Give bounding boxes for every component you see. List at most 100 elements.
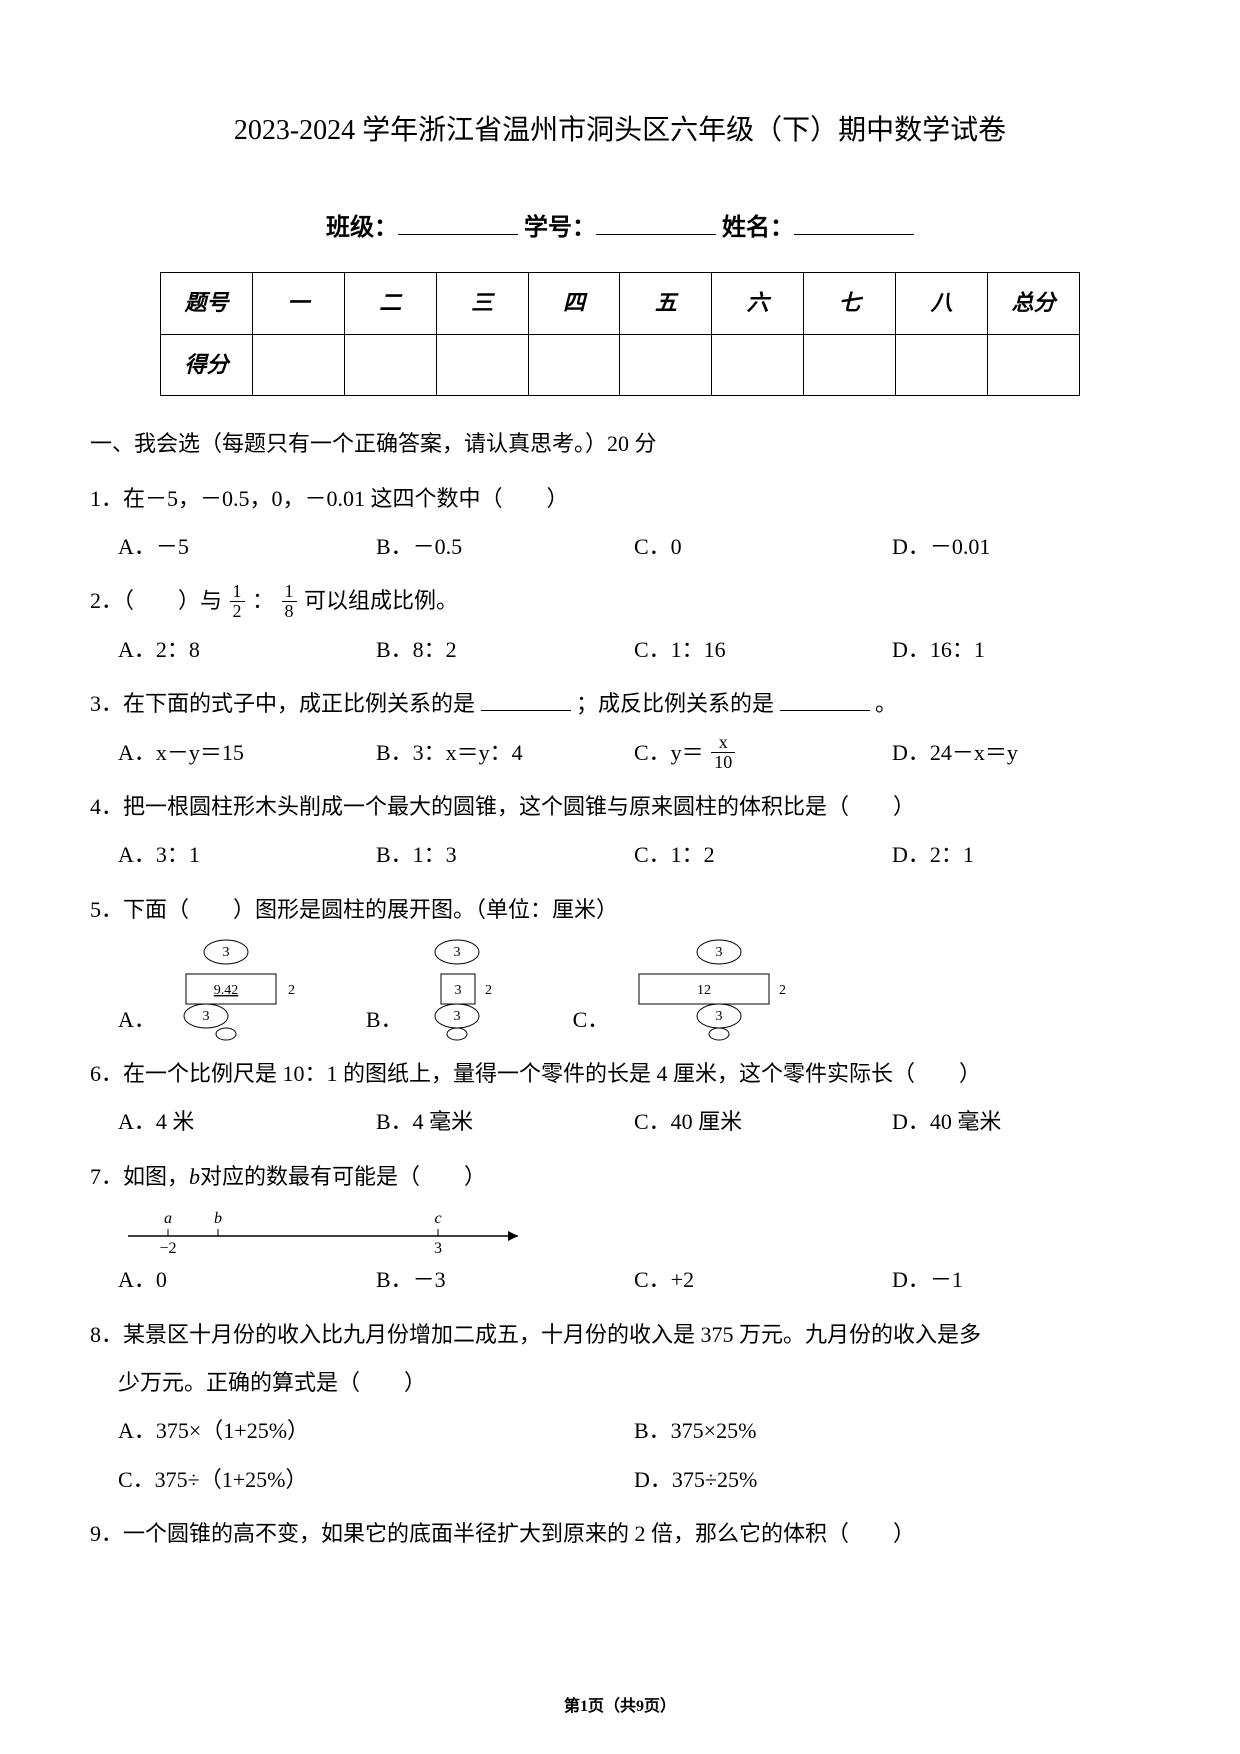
q2-prefix: 2．（ ）与 [90,588,222,613]
q7-optD[interactable]: D．－1 [892,1256,1150,1304]
blank-cell[interactable] [528,334,620,395]
q2-optA[interactable]: A．2：8 [118,626,376,674]
id-label: 学号： [524,215,596,241]
frac-num: 1 [230,582,245,602]
page-title: 2023-2024 学年浙江省温州市洞头区六年级（下）期中数学试卷 [90,100,1150,162]
figB-label: B． [366,996,403,1044]
th-2: 二 [344,273,436,334]
svg-text:2: 2 [779,983,786,998]
q7-optC[interactable]: C．+2 [634,1256,892,1304]
figC-label: C． [573,996,610,1044]
id-blank[interactable] [596,210,716,235]
q8-optA[interactable]: A．375×（1+25%） [118,1407,634,1455]
q1-optA[interactable]: A．－5 [118,523,376,571]
q6-optD[interactable]: D．40 毫米 [892,1098,1150,1146]
q3-suffix: 。 [875,691,897,716]
blank-cell[interactable] [712,334,804,395]
q8-optB[interactable]: B．375×25% [634,1407,1150,1455]
q6-stem: 6．在一个比例尺是 10：1 的图纸上，量得一个零件的长是 4 厘米，这个零件实… [90,1050,1150,1098]
q4-optB[interactable]: B．1：3 [376,831,634,879]
q4-optA[interactable]: A．3：1 [118,831,376,879]
q7-prefix: 7．如图， [90,1164,189,1189]
th-7: 七 [804,273,896,334]
q2-stem: 2．（ ）与 1 2 ： 1 8 可以组成比例。 [90,577,1150,625]
q2-optD[interactable]: D．16：1 [892,626,1150,674]
q3: 3．在下面的式子中，成正比例关系的是 ；成反比例关系的是 。 A．x－y＝15 … [90,680,1150,777]
q3-mid: ；成反比例关系的是 [576,691,774,716]
q2: 2．（ ）与 1 2 ： 1 8 可以组成比例。 A．2：8 B．8：2 C．1… [90,577,1150,674]
q5-stem: 5．下面（ ）图形是圆柱的展开图。（单位：厘米） [90,886,1150,934]
q1-optC[interactable]: C．0 [634,523,892,571]
q7-suffix: 对应的数最有可能是（ ） [200,1164,486,1189]
q8-stem2: 少万元。正确的算式是（ ） [90,1359,1150,1407]
cylinder-net-icon: 3 9.42 2 3 [166,934,306,1044]
q8-optC[interactable]: C．375÷（1+25%） [118,1456,634,1504]
th-8: 八 [896,273,988,334]
q3-blank1[interactable] [481,693,571,712]
q3-optA[interactable]: A．x－y＝15 [118,729,376,777]
frac-den: 8 [282,602,297,621]
svg-text:3: 3 [222,945,229,960]
q3-optB[interactable]: B．3：x＝y：4 [376,729,634,777]
q7-stem: 7．如图，b对应的数最有可能是（ ） [90,1153,1150,1201]
blank-cell[interactable] [896,334,988,395]
svg-text:b: b [214,1210,222,1227]
q2-mid: ： [252,588,274,613]
svg-text:3: 3 [716,1009,723,1024]
frac-x10: x 10 [711,733,735,772]
svg-text:3: 3 [434,1240,442,1256]
q5-figA[interactable]: A． 3 9.42 2 3 [118,934,306,1044]
th-9: 总分 [988,273,1080,334]
q6-optC[interactable]: C．40 厘米 [634,1098,892,1146]
th-4: 四 [528,273,620,334]
name-label: 姓名： [722,215,794,241]
q8-optD[interactable]: D．375÷25% [634,1456,1150,1504]
q9: 9．一个圆锥的高不变，如果它的底面半径扩大到原来的 2 倍，那么它的体积（ ） [90,1510,1150,1558]
class-blank[interactable] [398,210,518,235]
q2-optC[interactable]: C．1：16 [634,626,892,674]
q6-optA[interactable]: A．4 米 [118,1098,376,1146]
q7-numberline: a −2 b c 3 [90,1201,1150,1256]
blank-cell[interactable] [252,334,344,395]
frac-num: 1 [282,582,297,602]
q5-figC[interactable]: C． 3 12 2 3 [573,934,800,1044]
q2-optB[interactable]: B．8：2 [376,626,634,674]
q4-optC[interactable]: C．1：2 [634,831,892,879]
th-6: 六 [712,273,804,334]
blank-cell[interactable] [620,334,712,395]
q7-var: b [189,1164,200,1189]
q3-blank2[interactable] [780,693,870,712]
svg-text:2: 2 [485,983,492,998]
q1-optD[interactable]: D．－0.01 [892,523,1150,571]
q6: 6．在一个比例尺是 10：1 的图纸上，量得一个零件的长是 4 厘米，这个零件实… [90,1050,1150,1147]
blank-cell[interactable] [436,334,528,395]
q3-prefix: 3．在下面的式子中，成正比例关系的是 [90,691,475,716]
svg-text:3: 3 [716,945,723,960]
q1-optB[interactable]: B．－0.5 [376,523,634,571]
q1-stem: 1．在－5，－0.5，0，－0.01 这四个数中（ ） [90,475,1150,523]
number-line-icon: a −2 b c 3 [118,1201,538,1256]
svg-text:2: 2 [288,983,295,998]
svg-text:a: a [164,1210,172,1227]
q5-figB[interactable]: B． 3 3 2 3 [366,934,513,1044]
name-blank[interactable] [794,210,914,235]
q7-optB[interactable]: B．－3 [376,1256,634,1304]
blank-cell[interactable] [988,334,1080,395]
q9-stem: 9．一个圆锥的高不变，如果它的底面半径扩大到原来的 2 倍，那么它的体积（ ） [90,1510,1150,1558]
q5: 5．下面（ ）图形是圆柱的展开图。（单位：厘米） A． 3 9.42 2 3 B… [90,886,1150,1044]
q3c-prefix: C．y＝ [634,740,704,765]
q1: 1．在－5，－0.5，0，－0.01 这四个数中（ ） A．－5 B．－0.5 … [90,475,1150,572]
svg-text:9.42: 9.42 [214,983,239,998]
frac-den: 10 [711,753,735,772]
q8: 8．某景区十月份的收入比九月份增加二成五，十月份的收入是 375 万元。九月份的… [90,1311,1150,1505]
class-label: 班级： [326,215,398,241]
q7-optA[interactable]: A．0 [118,1256,376,1304]
q4-optD[interactable]: D．2：1 [892,831,1150,879]
blank-cell[interactable] [344,334,436,395]
student-info-line: 班级： 学号： 姓名： [90,202,1150,255]
blank-cell[interactable] [804,334,896,395]
q6-optB[interactable]: B．4 毫米 [376,1098,634,1146]
svg-text:3: 3 [453,1009,460,1024]
q3-optC[interactable]: C．y＝ x 10 [634,729,892,777]
q3-optD[interactable]: D．24－x＝y [892,729,1150,777]
